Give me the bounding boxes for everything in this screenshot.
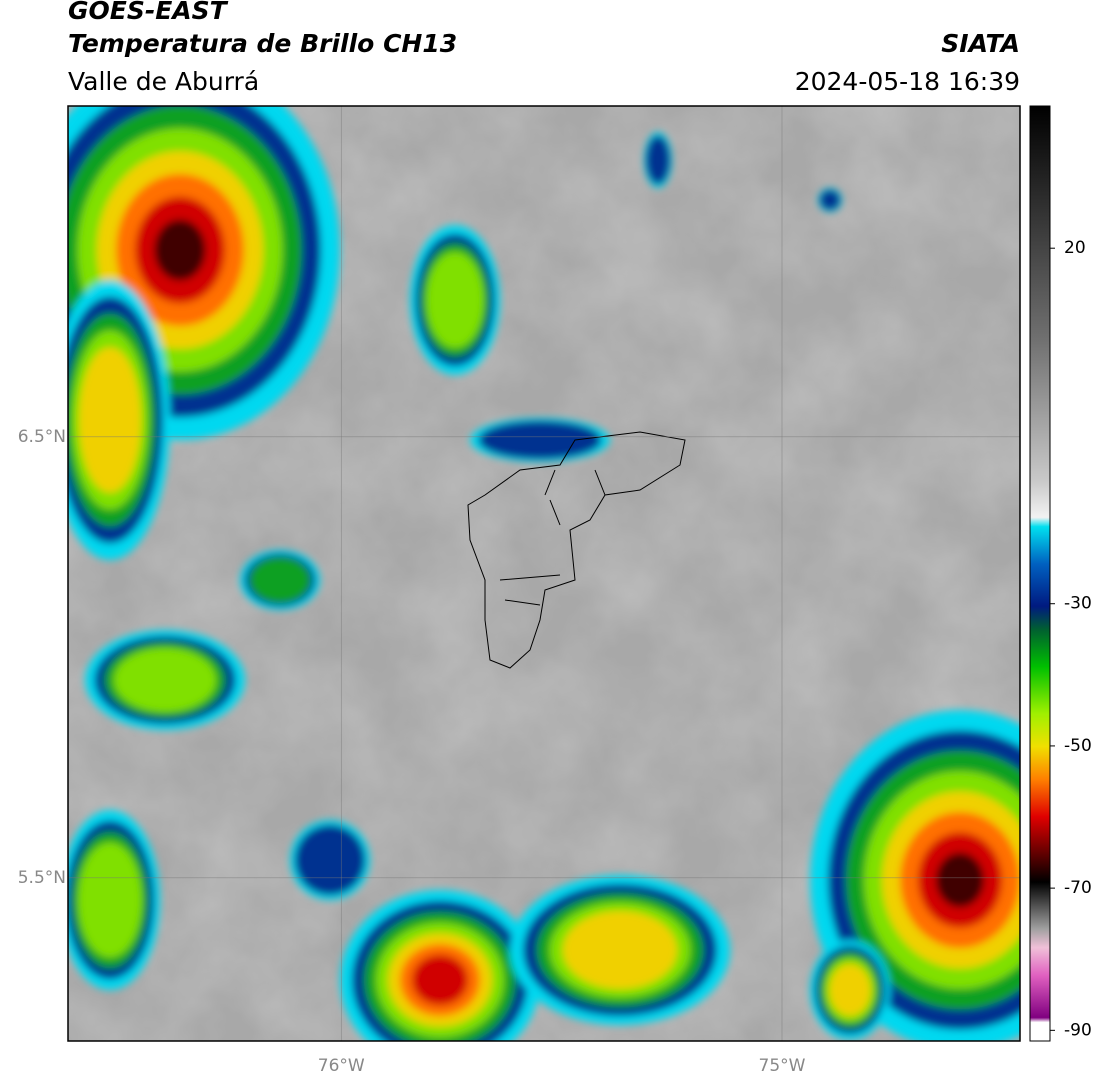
colorbar-tick-label: -90 <box>1064 1020 1092 1040</box>
cloud-layer <box>78 842 142 958</box>
satellite-image <box>68 106 1020 1041</box>
valley-outline <box>467 431 686 669</box>
cloud-layer <box>478 420 602 460</box>
colorbar-tick-label: -30 <box>1064 594 1092 614</box>
map-frame <box>67 105 1021 1042</box>
cloud-layer <box>426 252 484 348</box>
cloud-layer <box>936 852 984 908</box>
region: Valle de Aburrá <box>68 67 259 96</box>
title: GOES-EAST <box>68 0 229 25</box>
cloud-layer <box>113 648 217 712</box>
cloud-layer <box>249 557 311 603</box>
datetime: 2024-05-18 16:39 <box>795 67 1020 96</box>
colorbar-tick-label: 20 <box>1064 238 1086 258</box>
subtitle: Temperatura de Brillo CH13 <box>68 29 457 58</box>
cloud-layer <box>154 219 206 281</box>
lat-tick-label: 6.5°N <box>18 427 66 447</box>
cloud-layer <box>294 824 366 896</box>
colorbar <box>1029 105 1051 1042</box>
cloud-layer <box>78 347 142 493</box>
source: SIATA <box>941 29 1020 58</box>
cloud-layer <box>412 954 468 1006</box>
colorbar-tick-label: -50 <box>1064 736 1092 756</box>
lon-tick-label: 76°W <box>318 1056 365 1076</box>
cloud-layer <box>645 135 671 185</box>
colorbar-tick-label: -70 <box>1064 878 1092 898</box>
lon-tick-label: 75°W <box>759 1056 806 1076</box>
cloud-layer <box>562 911 678 989</box>
lat-tick-label: 5.5°N <box>18 868 66 888</box>
cloud-layer <box>829 964 871 1016</box>
cloud-layer <box>819 189 841 211</box>
